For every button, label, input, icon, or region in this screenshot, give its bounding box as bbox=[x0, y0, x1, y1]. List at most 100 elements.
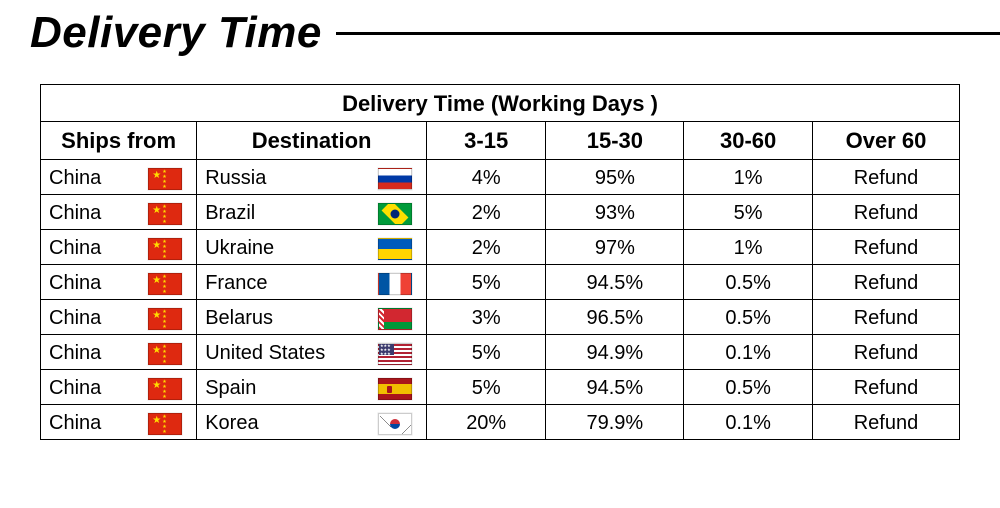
cell-3-15: 3% bbox=[426, 299, 545, 334]
fr-flag-icon bbox=[378, 273, 412, 295]
cell-ships-from: China bbox=[41, 229, 197, 264]
destination-label: Ukraine bbox=[205, 236, 274, 260]
cell-over-60: Refund bbox=[812, 159, 959, 194]
cell-30-60: 1% bbox=[684, 229, 813, 264]
ships-from-label: China bbox=[49, 376, 101, 400]
cn-flag-icon bbox=[148, 203, 182, 225]
cell-over-60: Refund bbox=[812, 264, 959, 299]
cn-flag-icon bbox=[148, 378, 182, 400]
destination-label: Spain bbox=[205, 376, 256, 400]
br-flag-icon bbox=[378, 203, 412, 225]
header-15-30: 15-30 bbox=[546, 122, 684, 159]
header-ships-from: Ships from bbox=[41, 122, 197, 159]
cell-over-60: Refund bbox=[812, 194, 959, 229]
table-container: Delivery Time (Working Days ) Ships from… bbox=[0, 64, 1000, 440]
table-row: China United States 5%94.9%0.1%Refund bbox=[41, 334, 960, 369]
destination-label: Korea bbox=[205, 411, 258, 435]
table-row: ChinaKorea20%79.9%0.1%Refund bbox=[41, 404, 960, 439]
cn-flag-icon bbox=[148, 308, 182, 330]
header-30-60: 30-60 bbox=[684, 122, 813, 159]
cell-over-60: Refund bbox=[812, 404, 959, 439]
cell-30-60: 0.5% bbox=[684, 369, 813, 404]
table-head: Delivery Time (Working Days ) Ships from… bbox=[41, 85, 960, 160]
destination-label: Russia bbox=[205, 166, 266, 190]
cell-3-15: 4% bbox=[426, 159, 545, 194]
by-flag-icon bbox=[378, 308, 412, 330]
table-row: China Belarus 3%96.5%0.5%Refund bbox=[41, 299, 960, 334]
cell-destination: Russia bbox=[197, 159, 427, 194]
header-3-15: 3-15 bbox=[426, 122, 545, 159]
table-row: ChinaFrance5%94.5%0.5%Refund bbox=[41, 264, 960, 299]
ru-flag-icon bbox=[378, 168, 412, 190]
cell-15-30: 94.5% bbox=[546, 369, 684, 404]
heading-row: Delivery Time bbox=[0, 0, 1000, 64]
cell-over-60: Refund bbox=[812, 369, 959, 404]
destination-label: Belarus bbox=[205, 306, 273, 330]
ships-from-label: China bbox=[49, 166, 101, 190]
destination-label: United States bbox=[205, 341, 325, 365]
cell-destination: Ukraine bbox=[197, 229, 427, 264]
ships-from-label: China bbox=[49, 271, 101, 295]
cell-ships-from: China bbox=[41, 334, 197, 369]
cell-3-15: 2% bbox=[426, 229, 545, 264]
cell-destination: Spain bbox=[197, 369, 427, 404]
header-over-60: Over 60 bbox=[812, 122, 959, 159]
cell-ships-from: China bbox=[41, 264, 197, 299]
table-body: ChinaRussia4%95%1%RefundChinaBrazil2%93%… bbox=[41, 159, 960, 439]
cell-30-60: 5% bbox=[684, 194, 813, 229]
table-row: China Spain 5%94.5%0.5%Refund bbox=[41, 369, 960, 404]
cell-destination: United States bbox=[197, 334, 427, 369]
table-title: Delivery Time (Working Days ) bbox=[41, 85, 960, 122]
destination-label: Brazil bbox=[205, 201, 255, 225]
cell-3-15: 2% bbox=[426, 194, 545, 229]
cell-ships-from: China bbox=[41, 404, 197, 439]
ships-from-label: China bbox=[49, 411, 101, 435]
cell-ships-from: China bbox=[41, 369, 197, 404]
cell-30-60: 0.1% bbox=[684, 334, 813, 369]
cell-30-60: 0.5% bbox=[684, 264, 813, 299]
cell-3-15: 5% bbox=[426, 264, 545, 299]
cn-flag-icon bbox=[148, 273, 182, 295]
ships-from-label: China bbox=[49, 306, 101, 330]
us-flag-icon bbox=[378, 343, 412, 365]
cn-flag-icon bbox=[148, 343, 182, 365]
ships-from-label: China bbox=[49, 341, 101, 365]
table-header-row: Ships from Destination 3-15 15-30 30-60 … bbox=[41, 122, 960, 159]
cell-15-30: 96.5% bbox=[546, 299, 684, 334]
cell-3-15: 5% bbox=[426, 369, 545, 404]
ships-from-label: China bbox=[49, 201, 101, 225]
cell-30-60: 0.5% bbox=[684, 299, 813, 334]
cell-3-15: 5% bbox=[426, 334, 545, 369]
page: Delivery Time Delivery Time (Working Day… bbox=[0, 0, 1000, 508]
cell-over-60: Refund bbox=[812, 229, 959, 264]
cell-destination: France bbox=[197, 264, 427, 299]
cell-15-30: 93% bbox=[546, 194, 684, 229]
ships-from-label: China bbox=[49, 236, 101, 260]
cell-over-60: Refund bbox=[812, 299, 959, 334]
cell-15-30: 95% bbox=[546, 159, 684, 194]
header-destination: Destination bbox=[197, 122, 427, 159]
cn-flag-icon bbox=[148, 238, 182, 260]
cell-15-30: 79.9% bbox=[546, 404, 684, 439]
delivery-time-table: Delivery Time (Working Days ) Ships from… bbox=[40, 84, 960, 440]
cell-3-15: 20% bbox=[426, 404, 545, 439]
cell-over-60: Refund bbox=[812, 334, 959, 369]
table-row: China Russia 4%95%1%Refund bbox=[41, 159, 960, 194]
cell-15-30: 97% bbox=[546, 229, 684, 264]
cell-ships-from: China bbox=[41, 159, 197, 194]
ua-flag-icon bbox=[378, 238, 412, 260]
es-flag-icon bbox=[378, 378, 412, 400]
cell-destination: Korea bbox=[197, 404, 427, 439]
cell-30-60: 1% bbox=[684, 159, 813, 194]
page-title: Delivery Time bbox=[30, 8, 336, 58]
table-row: China Ukraine 2%97%1%Refund bbox=[41, 229, 960, 264]
cell-ships-from: China bbox=[41, 299, 197, 334]
table-title-row: Delivery Time (Working Days ) bbox=[41, 85, 960, 122]
cell-15-30: 94.9% bbox=[546, 334, 684, 369]
cell-ships-from: China bbox=[41, 194, 197, 229]
kr-flag-icon bbox=[378, 413, 412, 435]
cell-destination: Brazil bbox=[197, 194, 427, 229]
cell-destination: Belarus bbox=[197, 299, 427, 334]
destination-label: France bbox=[205, 271, 267, 295]
cn-flag-icon bbox=[148, 413, 182, 435]
